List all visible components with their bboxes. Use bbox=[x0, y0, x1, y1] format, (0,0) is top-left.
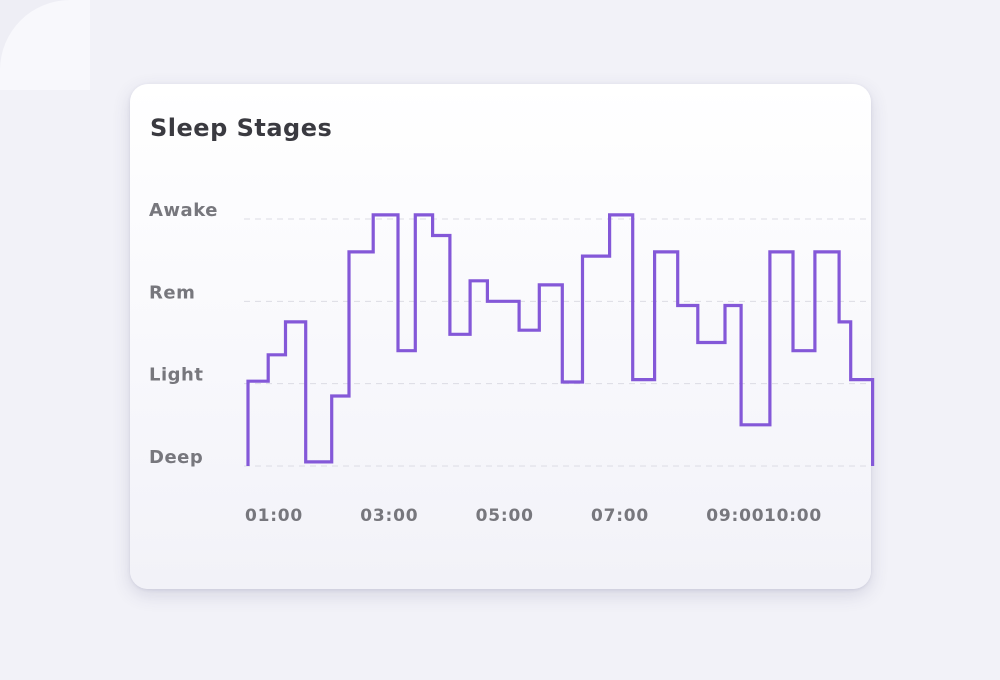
x-tick-label-0100: 01:00 bbox=[245, 506, 303, 526]
x-tick-label-0900: 09:00 bbox=[706, 506, 764, 526]
sleep-stage-series-line bbox=[246, 213, 875, 466]
x-tick-label-0500: 05:00 bbox=[476, 506, 534, 526]
x-tick-label-0300: 03:00 bbox=[360, 506, 418, 526]
y-tick-label-rem: Rem bbox=[149, 282, 195, 303]
y-tick-label-deep: Deep bbox=[149, 447, 203, 468]
x-tick-label-0700: 07:00 bbox=[591, 506, 649, 526]
y-tick-label-light: Light bbox=[149, 365, 203, 386]
x-tick-label-1000: 10:00 bbox=[764, 506, 822, 526]
card-title: Sleep Stages bbox=[150, 114, 333, 142]
sleep-stages-chart: Deep Light Rem Awake 01:00 03:00 05:00 07:00 09:… bbox=[149, 200, 875, 526]
y-tick-label-awake: Awake bbox=[149, 200, 218, 221]
sleep-stages-card: Sleep Stages Deep Light Rem Awake 01:00 03:00… bbox=[130, 84, 875, 589]
